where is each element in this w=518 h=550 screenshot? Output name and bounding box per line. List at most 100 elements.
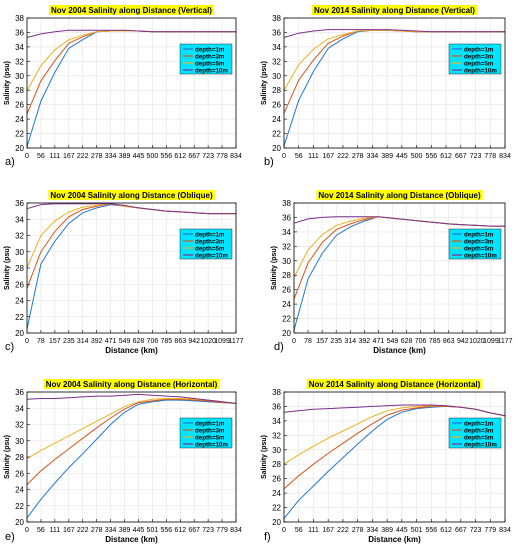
legend-entry: depth=1m: [195, 46, 225, 53]
x-tick-label: 556: [160, 153, 172, 160]
series-line-depth-10m: [293, 216, 505, 227]
chart-panel-3: 20 22 24 26 28 30 32 34 36 0 78 157 235 314 392 471 549 6…: [4, 190, 244, 355]
x-tick-label: 612: [440, 527, 452, 534]
x-tick-label: 235: [63, 338, 75, 345]
y-tick-label: 20: [15, 329, 24, 338]
x-axis-label: Distance (km): [105, 535, 158, 544]
legend-entry: depth=5m: [195, 245, 225, 252]
y-tick-label: 30: [15, 72, 24, 81]
y-tick-label: 28: [15, 453, 24, 462]
legend-entry: depth=3m: [195, 53, 225, 60]
y-tick-label: 30: [15, 437, 24, 446]
y-axis-label: Salinity (psu): [271, 246, 278, 290]
x-tick-label: 501: [147, 527, 159, 534]
y-tick-label: 30: [282, 257, 291, 266]
y-tick-label: 34: [282, 228, 291, 237]
legend-entry: depth=3m: [464, 53, 494, 60]
chart-title-background: [316, 190, 483, 200]
y-tick-label: 20: [282, 329, 291, 338]
plot-area: [284, 18, 505, 148]
x-tick-label: 389: [381, 153, 393, 160]
x-tick-label: 612: [440, 153, 452, 160]
legend-entry: depth=1m: [464, 420, 494, 427]
series-line-depth-10m: [26, 203, 236, 215]
y-tick-label: 36: [272, 402, 281, 411]
x-tick-label: 834: [230, 527, 242, 534]
chart-panel-4: 20 22 24 26 28 30 32 34 36 38 0 78 157 235 314 392 471 54…: [271, 190, 513, 355]
x-tick-label: 706: [147, 338, 159, 345]
x-tick-label: 628: [401, 338, 413, 345]
y-tick-label: 28: [15, 264, 24, 273]
legend-entry: depth=5m: [464, 60, 494, 67]
x-tick-label: 1177: [497, 338, 512, 345]
x-tick-label: 111: [50, 527, 61, 534]
x-tick-label: 778: [216, 153, 228, 160]
x-tick-label: 863: [443, 338, 455, 345]
y-tick-label: 24: [272, 489, 281, 498]
y-tick-label: 36: [282, 213, 291, 222]
y-tick-label: 26: [15, 101, 24, 110]
x-tick-label: 56: [295, 153, 303, 160]
y-tick-label: 20: [272, 518, 281, 527]
x-tick-label: 723: [202, 153, 214, 160]
x-tick-label: 942: [457, 338, 469, 345]
y-tick-label: 22: [15, 130, 24, 139]
legend-entry: depth=1m: [195, 420, 225, 427]
chart-title: Nov 2004 Salinity along Distance (Vertic…: [51, 6, 212, 15]
x-tick-label: 1020: [469, 338, 485, 345]
y-tick-label: 22: [15, 313, 24, 322]
x-tick-label: 389: [119, 153, 131, 160]
x-tick-label: 111: [50, 153, 61, 160]
legend-entry: depth=10m: [195, 441, 228, 448]
x-tick-label: 834: [499, 153, 511, 160]
y-tick-label: 32: [15, 421, 24, 430]
y-tick-label: 38: [272, 388, 281, 397]
x-tick-label: 56: [37, 527, 45, 534]
x-tick-label: 278: [352, 527, 364, 534]
y-tick-label: 30: [272, 446, 281, 455]
panel-label: d): [274, 341, 284, 353]
x-tick-label: 0: [25, 527, 29, 534]
chart-panel-2: 20 22 24 26 28 30 32 34 36 38 0 56 111 167 222 278 334 38…: [261, 5, 511, 168]
panel-label: f): [264, 531, 271, 543]
y-tick-label: 32: [15, 232, 24, 241]
legend-entry: depth=5m: [195, 434, 225, 441]
chart-title: Nov 2014 Salinity along Distance (Horizo…: [309, 380, 481, 389]
legend-entry: depth=10m: [195, 67, 228, 74]
x-tick-label: 222: [337, 527, 349, 534]
x-tick-label: 556: [425, 527, 437, 534]
x-tick-label: 167: [322, 153, 334, 160]
x-tick-label: 445: [133, 153, 145, 160]
x-tick-label: 235: [330, 338, 342, 345]
panel-label: a): [5, 156, 15, 168]
panel-label: b): [264, 156, 274, 168]
y-tick-label: 38: [272, 14, 281, 23]
y-tick-label: 20: [272, 144, 281, 153]
x-tick-label: 556: [425, 153, 437, 160]
x-tick-label: 549: [119, 338, 131, 345]
x-tick-label: 334: [367, 153, 379, 160]
panel-label: c): [5, 341, 14, 353]
x-tick-label: 56: [37, 153, 45, 160]
plot-area: [27, 18, 236, 148]
x-tick-label: 785: [429, 338, 441, 345]
chart-title: Nov 2014 Salinity along Distance (Obliqu…: [318, 191, 481, 200]
x-tick-label: 334: [105, 527, 117, 534]
series-line-depth-1m: [26, 399, 237, 519]
y-tick-label: 20: [15, 518, 24, 527]
x-tick-label: 78: [304, 338, 312, 345]
y-tick-label: 24: [15, 115, 24, 124]
chart-title: Nov 2004 Salinity along Distance (Obliqu…: [50, 191, 213, 200]
x-tick-label: 314: [77, 338, 89, 345]
x-tick-label: 56: [295, 527, 303, 534]
y-tick-label: 24: [15, 297, 24, 306]
y-tick-label: 24: [15, 486, 24, 495]
x-tick-label: 501: [411, 527, 423, 534]
y-tick-label: 32: [15, 57, 24, 66]
x-tick-label: 500: [411, 153, 423, 160]
legend-entry: depth=3m: [464, 238, 494, 245]
x-tick-label: 0: [25, 153, 29, 160]
